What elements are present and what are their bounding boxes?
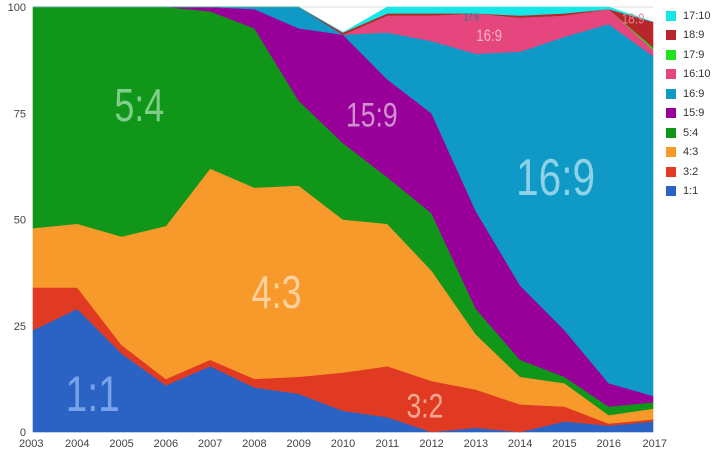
legend-item-1-1[interactable]: 1:1 (666, 182, 711, 202)
y-axis-ticks: 0 25 50 75 100 (8, 2, 26, 439)
legend-swatch (666, 147, 676, 158)
x-tick-2017: 2017 (643, 438, 667, 450)
x-tick-2012: 2012 (419, 438, 443, 450)
legend-item-18-9[interactable]: 18:9 (666, 26, 711, 46)
y-tick-100: 100 (8, 2, 26, 14)
annotation-3-2: 3:2 (406, 387, 443, 425)
legend-label: 17:10 (683, 9, 711, 22)
x-tick-2011: 2011 (375, 438, 399, 450)
area-annotations: 1:1 3:2 4:3 5:4 15:9 16:9 16:9 17:9 18:9 (66, 10, 645, 425)
legend-swatch (666, 186, 676, 197)
x-tick-2003: 2003 (19, 438, 43, 450)
legend-label: 18:9 (683, 29, 705, 42)
legend-label: 4:3 (683, 146, 699, 159)
y-tick-0: 0 (20, 427, 26, 439)
annotation-17-10: 17:9 (464, 12, 479, 23)
legend: 17:10 18:9 17:9 16:10 16:9 15:9 5:4 4:3 3:2 1:1 (666, 6, 711, 201)
legend-label: 1:1 (683, 185, 699, 198)
legend-item-17-10[interactable]: 17:10 (666, 6, 711, 26)
annotation-18-9: 18:9 (622, 10, 645, 27)
legend-label: 16:9 (683, 87, 705, 100)
x-tick-2007: 2007 (198, 438, 222, 450)
legend-swatch (666, 30, 676, 41)
x-tick-2006: 2006 (154, 438, 178, 450)
legend-swatch (666, 49, 676, 60)
x-tick-2016: 2016 (596, 438, 620, 450)
x-tick-2008: 2008 (242, 438, 266, 450)
legend-item-3-2[interactable]: 3:2 (666, 162, 711, 182)
legend-swatch (666, 127, 676, 138)
legend-swatch (666, 108, 676, 119)
x-tick-2005: 2005 (109, 438, 133, 450)
legend-label: 16:10 (683, 68, 711, 81)
area-17-10 (33, 6, 654, 33)
x-tick-2009: 2009 (286, 438, 310, 450)
x-tick-2015: 2015 (552, 438, 576, 450)
x-tick-2004: 2004 (65, 438, 89, 450)
y-tick-25: 25 (14, 321, 26, 333)
legend-item-4-3[interactable]: 4:3 (666, 143, 711, 163)
annotation-5-4: 5:4 (114, 80, 164, 131)
x-axis-ticks: 2003 2004 2005 2006 2007 2008 2009 2010 2011 2012… (19, 438, 667, 450)
y-tick-75: 75 (14, 108, 26, 120)
legend-swatch (666, 69, 676, 80)
y-tick-50: 50 (14, 215, 26, 227)
annotation-15-9: 15:9 (346, 96, 398, 134)
legend-item-16-9[interactable]: 16:9 (666, 84, 711, 104)
annotation-16-9: 16:9 (516, 148, 595, 206)
legend-swatch (666, 10, 676, 21)
legend-item-15-9[interactable]: 15:9 (666, 104, 711, 124)
legend-item-17-9[interactable]: 17:9 (666, 45, 711, 65)
legend-swatch (666, 88, 676, 99)
x-tick-2010: 2010 (331, 438, 355, 450)
legend-swatch (666, 166, 676, 177)
x-tick-2013: 2013 (464, 438, 488, 450)
area-series (32, 6, 654, 433)
legend-label: 15:9 (683, 107, 705, 120)
legend-label: 17:9 (683, 48, 705, 61)
annotation-16-10: 16:9 (476, 27, 502, 46)
x-tick-2014: 2014 (508, 438, 532, 450)
legend-label: 3:2 (683, 165, 699, 178)
annotation-4-3: 4:3 (252, 267, 302, 318)
legend-label: 5:4 (683, 126, 699, 139)
legend-item-5-4[interactable]: 5:4 (666, 123, 711, 143)
legend-item-16-10[interactable]: 16:10 (666, 65, 711, 85)
annotation-1-1: 1:1 (66, 365, 120, 422)
